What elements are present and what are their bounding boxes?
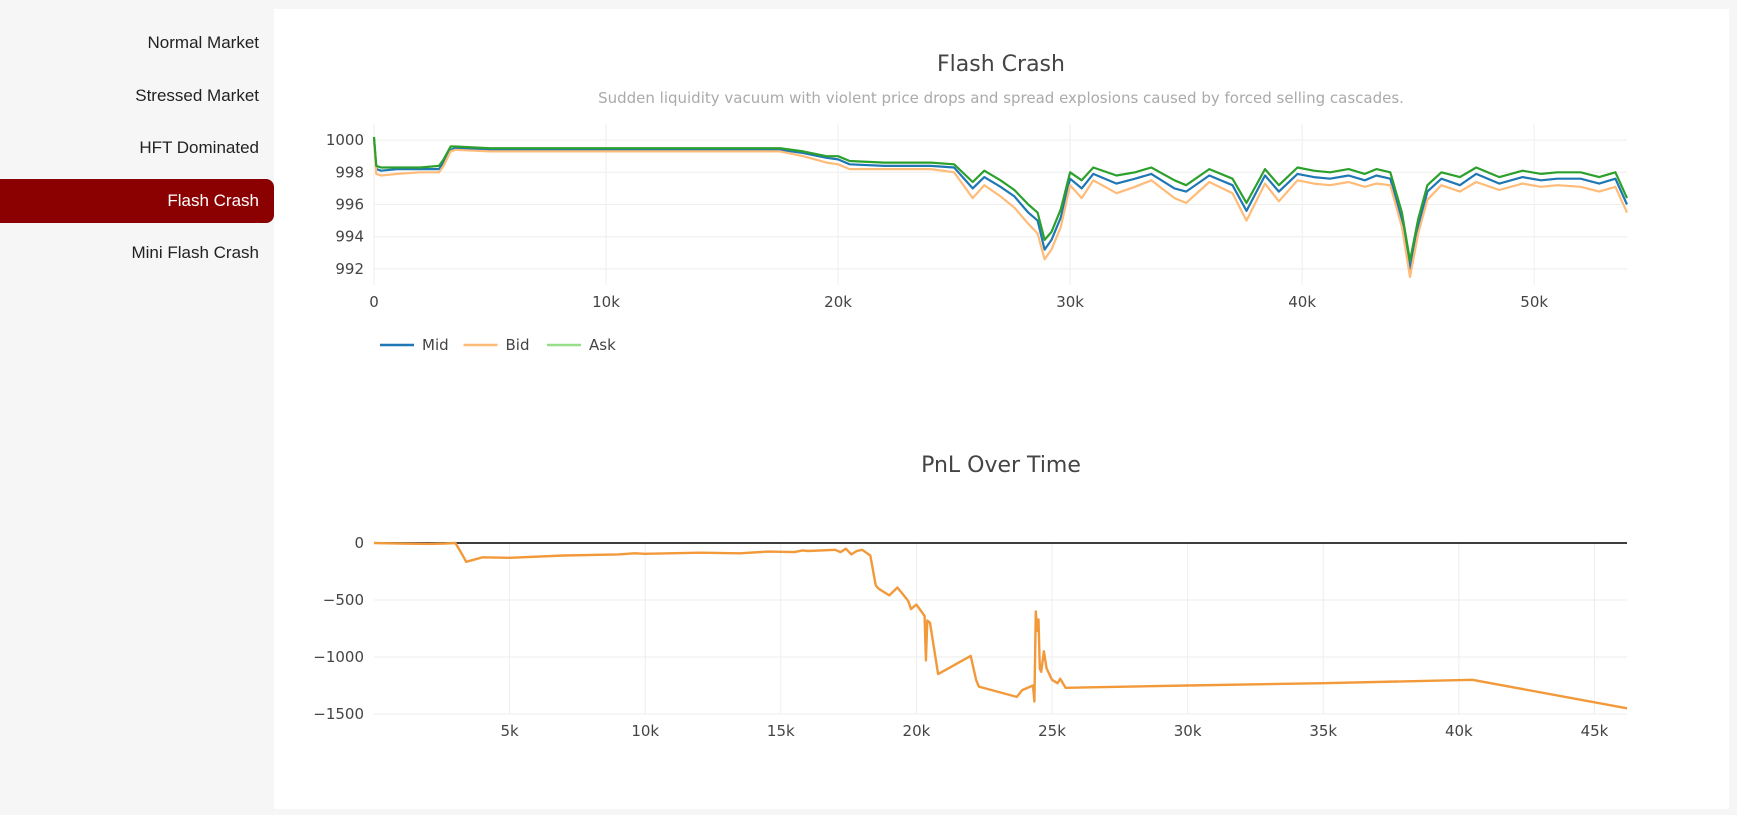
pnl-x-tick-label: 5k: [500, 722, 519, 740]
pnl-y-tick-label: −500: [323, 591, 364, 609]
price-series-ask: [372, 136, 1629, 262]
pnl-chart-ticks: 5k 10k 15k 20k 25k 30k 35k 40k 45k 0 −500 −1000 −150…: [313, 534, 1608, 740]
sidebar-item-stressed-market[interactable]: Stressed Market: [135, 86, 259, 105]
price-x-tick-label: 50k: [1520, 293, 1548, 311]
pnl-chart[interactable]: PnL Over Time 5k 10k 15k 20k 25k 30k 35k 40k 45k…: [274, 389, 1729, 789]
price-y-tick-label: 996: [335, 196, 364, 214]
pnl-x-tick-label: 20k: [903, 722, 931, 740]
price-series-mid: [372, 138, 1629, 270]
price-y-tick-label: 1000: [326, 131, 364, 149]
price-y-tick-label: 998: [335, 163, 364, 181]
sidebar-item-flash-crash[interactable]: Flash Crash: [0, 179, 274, 223]
pnl-chart-title: PnL Over Time: [921, 453, 1081, 478]
price-x-tick-label: 10k: [592, 293, 620, 311]
price-x-tick-label: 20k: [824, 293, 852, 311]
pnl-chart-series: [373, 541, 1628, 710]
legend-label-ask: Ask: [589, 336, 616, 354]
pnl-x-tick-label: 35k: [1309, 722, 1337, 740]
pnl-y-tick-label: 0: [354, 534, 364, 552]
sidebar-item-mini-flash-crash[interactable]: Mini Flash Crash: [131, 243, 259, 262]
price-chart-title: Flash Crash: [937, 52, 1065, 77]
legend-label-bid: Bid: [506, 336, 530, 354]
price-x-tick-label: 30k: [1056, 293, 1084, 311]
main-panel: Flash Crash Sudden liquidity vacuum with…: [274, 9, 1729, 809]
price-chart-grid: [373, 124, 1627, 285]
price-series-bid: [372, 140, 1629, 278]
legend-label-mid: Mid: [422, 336, 449, 354]
price-y-tick-label: 994: [335, 228, 364, 246]
pnl-y-tick-label: −1500: [313, 705, 364, 723]
pnl-x-tick-label: 45k: [1581, 722, 1609, 740]
price-chart[interactable]: Flash Crash Sudden liquidity vacuum with…: [274, 9, 1729, 389]
price-x-tick-label: 0: [369, 293, 379, 311]
pnl-x-tick-label: 25k: [1038, 722, 1066, 740]
price-chart-legend[interactable]: Mid Bid Ask: [380, 336, 616, 354]
sidebar-item-normal-market[interactable]: Normal Market: [147, 33, 259, 52]
legend-item-mid[interactable]: Mid: [380, 336, 449, 354]
pnl-x-tick-label: 40k: [1445, 722, 1473, 740]
price-chart-ticks: 0 10k 20k 30k 40k 50k 992 994 996 998 1000: [326, 131, 1549, 311]
price-chart-series: [372, 136, 1629, 278]
price-y-tick-label: 992: [335, 260, 364, 278]
price-x-tick-label: 40k: [1288, 293, 1316, 311]
pnl-y-tick-label: −1000: [313, 648, 364, 666]
pnl-series-line-0: [373, 541, 1628, 710]
legend-item-ask[interactable]: Ask: [547, 336, 616, 354]
sidebar: Normal Market Stressed Market HFT Domina…: [0, 0, 274, 815]
pnl-x-tick-label: 15k: [767, 722, 795, 740]
legend-item-bid[interactable]: Bid: [463, 336, 530, 354]
pnl-x-tick-label: 30k: [1174, 722, 1202, 740]
pnl-chart-grid: [374, 542, 1627, 715]
sidebar-item-hft-dominated[interactable]: HFT Dominated: [139, 138, 259, 157]
pnl-x-tick-label: 10k: [631, 722, 659, 740]
price-chart-subtitle: Sudden liquidity vacuum with violent pri…: [598, 89, 1404, 107]
